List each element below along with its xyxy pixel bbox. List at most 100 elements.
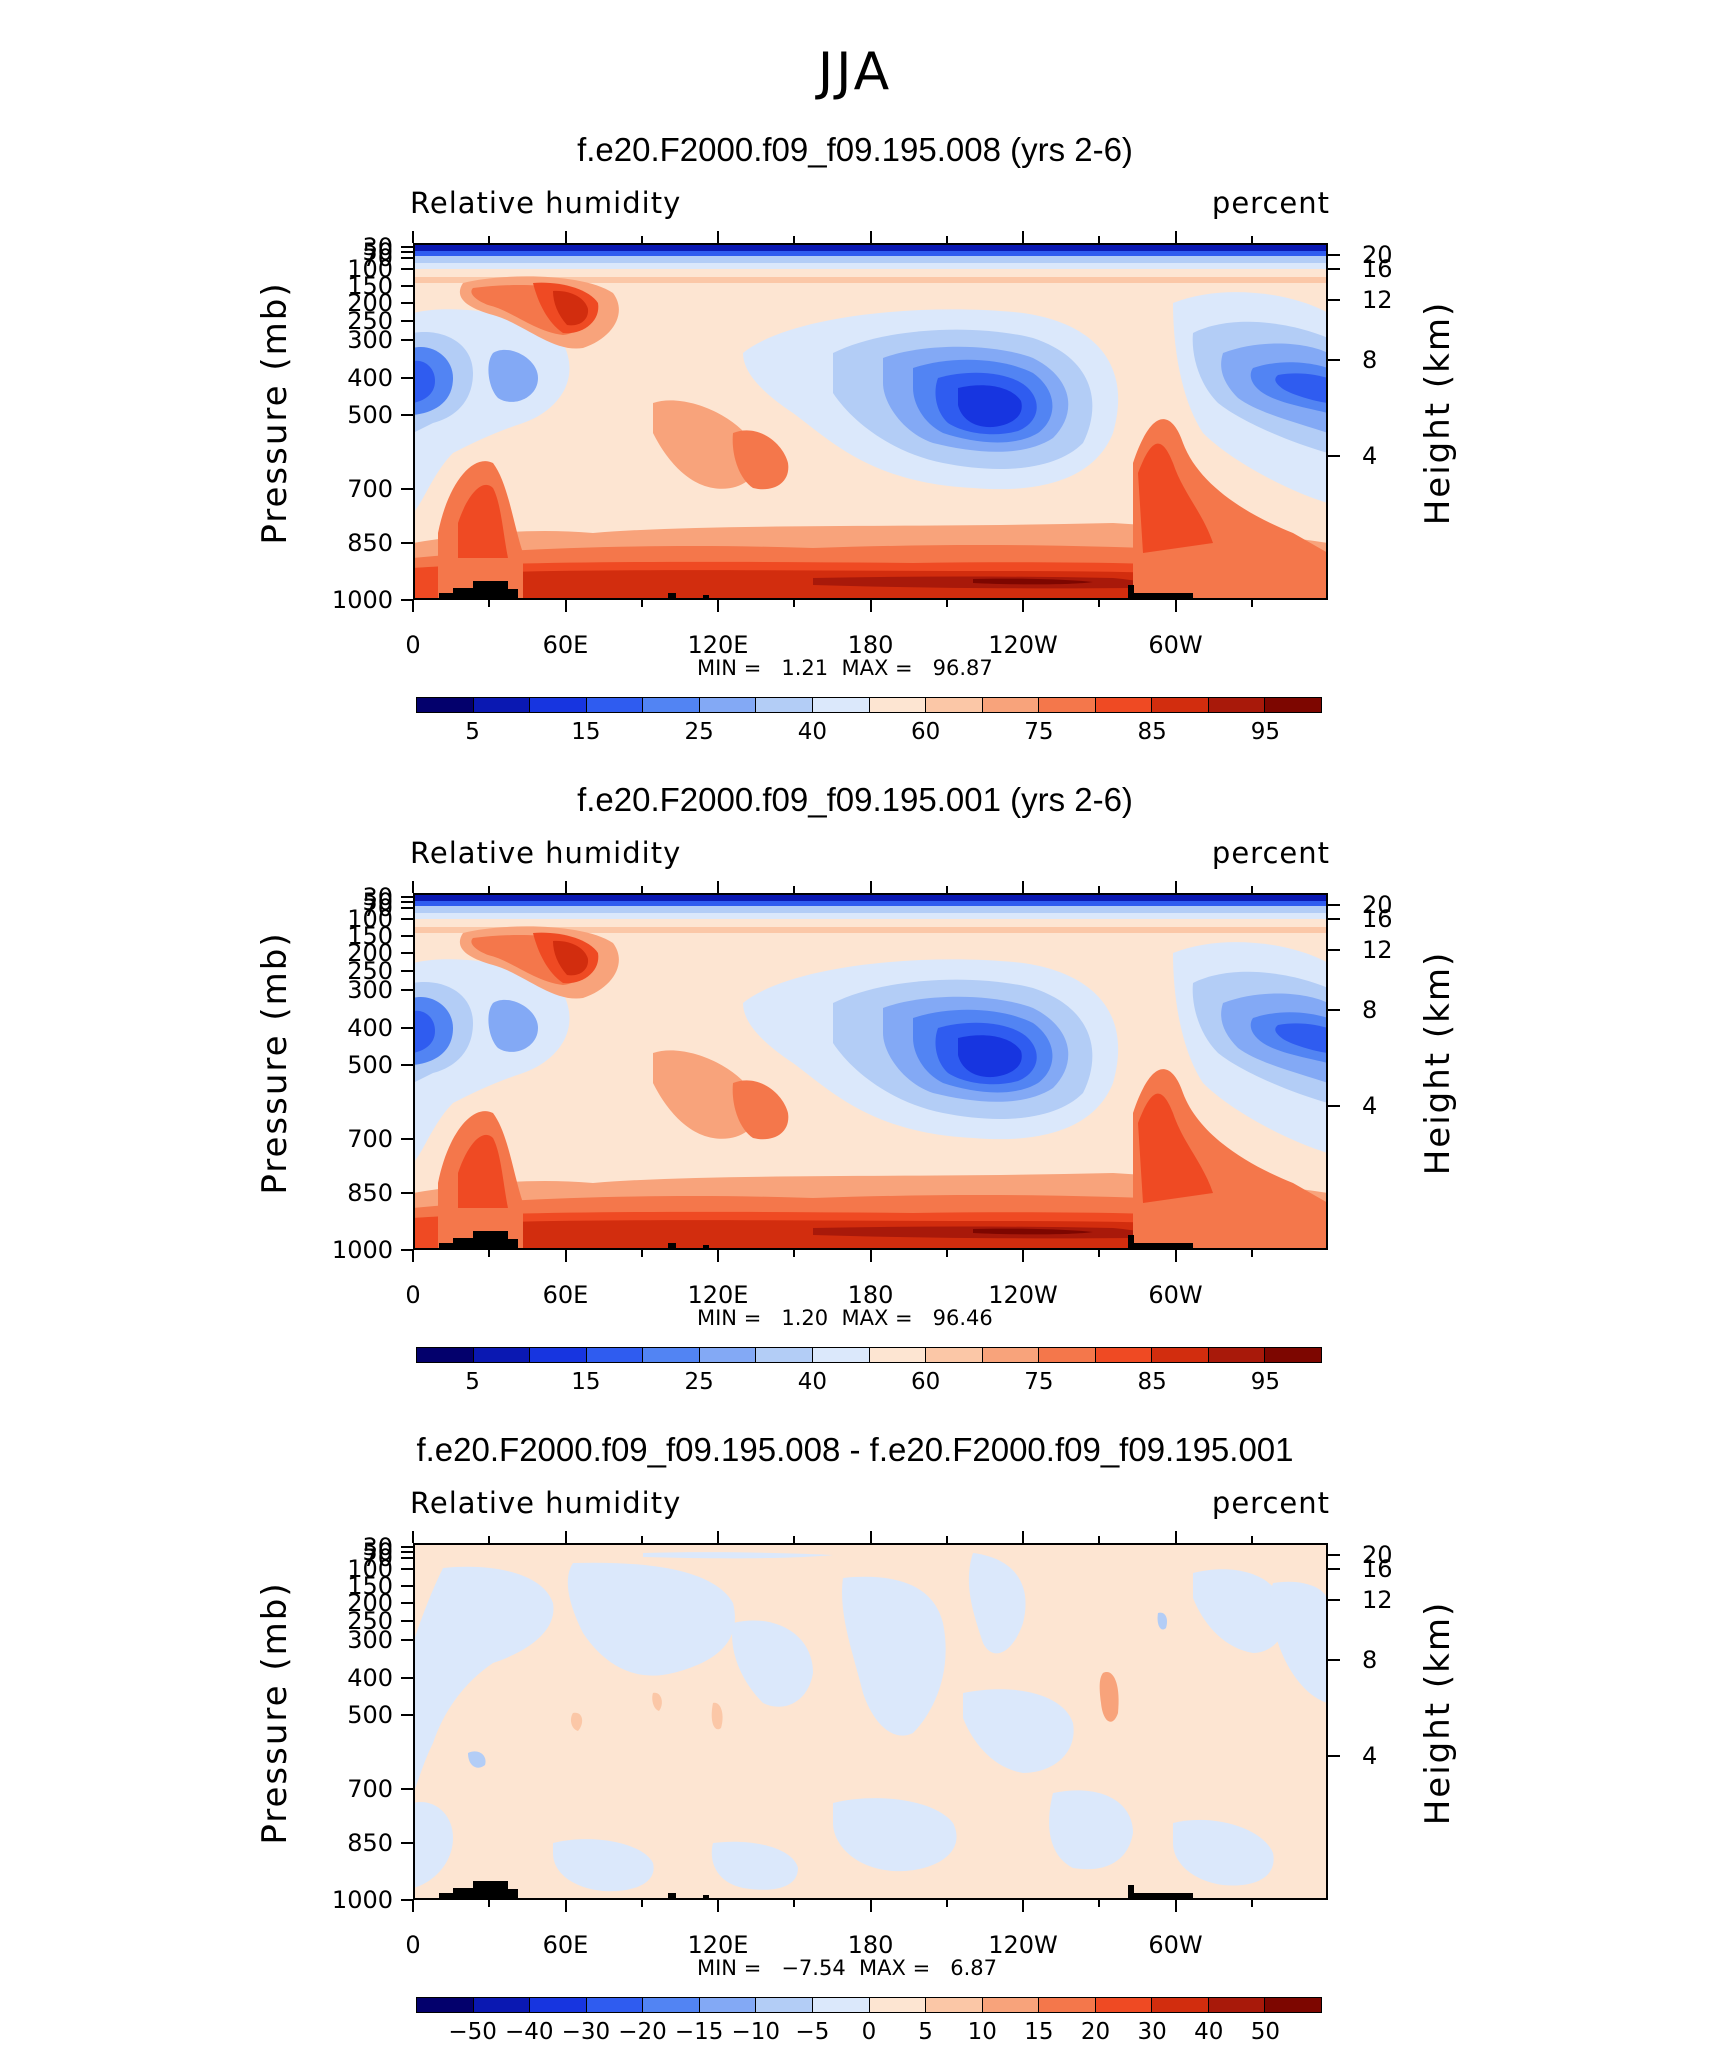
x-tick-mark-top [869, 1531, 872, 1543]
colorbar-swatch [473, 698, 531, 712]
x-tick-mark-top [1022, 1531, 1024, 1543]
x-tick-label: 120E [687, 631, 749, 659]
pressure-tick-label: 850 [347, 1179, 393, 1207]
pressure-tick-mark [401, 599, 413, 601]
pressure-tick-mark [401, 901, 413, 903]
colorbar-swatch [812, 1998, 870, 2012]
pressure-tick-label: 150 [347, 272, 393, 300]
pressure-tick-label: 400 [347, 1014, 393, 1042]
x-minor-tick [1098, 1900, 1101, 1907]
colorbar-swatch [869, 698, 927, 712]
height-tick-mark [1328, 1568, 1340, 1570]
colorbar-label: 95 [1250, 1369, 1281, 1395]
min-label: MIN = [697, 656, 762, 680]
season-title: JJA [817, 42, 893, 102]
x-tick-label: 180 [847, 1281, 894, 1309]
pressure-tick-mark [401, 320, 413, 322]
x-minor-tick [793, 1250, 796, 1257]
y-axis-title-left: Pressure (mb) [255, 931, 295, 1195]
x-minor-tick [640, 600, 643, 607]
colorbar [416, 697, 1322, 713]
pressure-tick-label: 400 [347, 1664, 393, 1692]
pressure-tick-label: 70 [362, 894, 393, 922]
x-tick-label: 60E [542, 1931, 589, 1959]
min-value: −7.54 [781, 1956, 846, 1980]
terrain-mask [668, 593, 676, 600]
x-tick-mark-top [412, 231, 414, 243]
x-tick-mark-top [564, 231, 567, 243]
min-label: MIN = [697, 1956, 762, 1980]
colorbar-swatch [926, 1348, 983, 1362]
x-minor-tick-top [488, 236, 491, 243]
x-tick-mark-top [1174, 231, 1177, 243]
x-tick-mark [1174, 1900, 1177, 1912]
x-tick-label: 180 [847, 1931, 894, 1959]
colorbar-swatch [1095, 1998, 1153, 2012]
x-tick-label: 120E [687, 1281, 749, 1309]
colorbar-swatch [756, 698, 813, 712]
colorbar-swatch [1208, 1998, 1266, 2012]
colorbar-swatch [1095, 698, 1153, 712]
pressure-tick-mark [401, 1249, 413, 1251]
x-tick-mark [1022, 1900, 1024, 1912]
pressure-tick-label: 50 [362, 888, 393, 916]
x-minor-tick-top [1250, 1536, 1253, 1543]
terrain-mask [1133, 1893, 1193, 1900]
pressure-tick-mark [401, 1602, 413, 1604]
pressure-tick-label: 850 [347, 1829, 393, 1857]
x-tick-label: 180 [847, 631, 894, 659]
terrain-mask [703, 1895, 709, 1900]
x-tick-mark-top [717, 881, 719, 893]
pressure-tick-label: 200 [347, 1589, 393, 1617]
pressure-tick-mark [401, 1677, 413, 1679]
terrain-mask [1133, 593, 1193, 600]
colorbar-swatch [1265, 1998, 1321, 2012]
x-minor-tick-top [793, 236, 796, 243]
min-max-stats: MIN = −7.54 MAX = 6.87 [697, 1956, 997, 1980]
colorbar-label: 75 [1024, 719, 1054, 745]
height-tick-label: 16 [1362, 1555, 1393, 1583]
pressure-tick-mark [401, 488, 413, 490]
pressure-tick-label: 300 [347, 976, 393, 1004]
x-minor-tick-top [640, 236, 643, 243]
pressure-tick-mark [401, 257, 413, 259]
x-tick-mark-top [1022, 231, 1024, 243]
variable-label: Relative humidity [410, 186, 682, 220]
x-tick-mark-top [1174, 881, 1177, 893]
height-tick-label: 16 [1362, 905, 1393, 933]
terrain-mask [473, 1881, 508, 1900]
pressure-tick-label: 50 [362, 238, 393, 266]
x-minor-tick-top [945, 236, 948, 243]
colorbar-swatch [812, 1348, 870, 1362]
pressure-tick-label: 1000 [331, 586, 393, 614]
terrain-mask [453, 1888, 473, 1900]
colorbar-swatch [586, 698, 644, 712]
pressure-tick-mark [401, 1585, 413, 1587]
x-minor-tick [945, 1250, 948, 1257]
x-minor-tick-top [640, 1536, 643, 1543]
plot-frame [413, 893, 1328, 1250]
pressure-tick-mark [401, 1568, 413, 1570]
terrain-mask [508, 589, 518, 600]
colorbar-label: 85 [1137, 1369, 1167, 1395]
terrain-mask [1128, 1885, 1134, 1900]
contour-field [413, 1543, 1328, 1900]
x-tick-label: 120W [988, 631, 1058, 659]
x-tick-label: 60W [1148, 631, 1203, 659]
pressure-tick-label: 200 [347, 289, 393, 317]
terrain-mask [1128, 1235, 1134, 1250]
height-tick-mark [1328, 455, 1340, 457]
colorbar-swatch [699, 1998, 757, 2012]
min-max-stats: MIN = 1.21 MAX = 96.87 [697, 656, 993, 680]
x-tick-label: 120E [687, 1931, 749, 1959]
x-minor-tick-top [1250, 886, 1253, 893]
height-tick-label: 8 [1362, 996, 1378, 1024]
x-tick-mark [869, 1900, 872, 1912]
pressure-tick-mark [401, 1899, 413, 1901]
colorbar-swatch [926, 698, 983, 712]
pressure-tick-label: 100 [347, 1555, 393, 1583]
colorbar-swatch [982, 1348, 1040, 1362]
pressure-tick-label: 250 [347, 957, 393, 985]
colorbar-label: 25 [684, 719, 714, 745]
pressure-tick-mark [401, 1788, 413, 1790]
